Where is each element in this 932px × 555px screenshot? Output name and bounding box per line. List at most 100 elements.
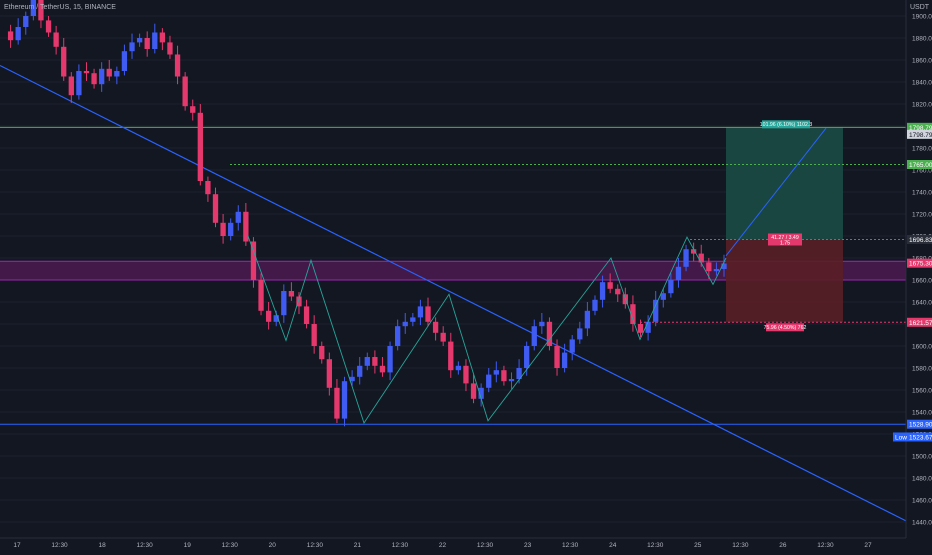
profit-zone bbox=[726, 127, 843, 240]
price-tick-label: 1580.00 bbox=[912, 366, 932, 373]
trendlines bbox=[0, 64, 907, 522]
candle-body bbox=[615, 288, 621, 295]
candle-body bbox=[273, 315, 279, 322]
wave-pattern bbox=[247, 235, 727, 425]
loss-zone bbox=[726, 239, 843, 323]
candle-body bbox=[212, 194, 219, 223]
price-label: 1765.00 bbox=[909, 162, 932, 169]
time-tick-label: 17 bbox=[13, 542, 21, 549]
price-tick-label: 1560.00 bbox=[912, 388, 932, 395]
candle-body bbox=[319, 346, 325, 360]
price-tick-label: 1480.00 bbox=[912, 476, 932, 483]
candles bbox=[7, 0, 727, 427]
price-tick-label: 1780.00 bbox=[912, 146, 932, 153]
position-labels: 101.96 (6.10%) 1102.3 41.27 / 3.491.75 75.… bbox=[760, 120, 813, 332]
time-tick-label: 23 bbox=[524, 542, 532, 549]
candle-body bbox=[38, 0, 44, 21]
price-tick-label: 1720.00 bbox=[912, 212, 932, 219]
candle-body bbox=[630, 304, 636, 324]
candle-body bbox=[637, 324, 644, 333]
candle-body bbox=[372, 357, 378, 366]
price-label-bg bbox=[907, 234, 932, 244]
candle-body bbox=[486, 374, 492, 388]
candle-body bbox=[190, 106, 196, 113]
candle-body bbox=[561, 352, 568, 368]
candle-body bbox=[45, 20, 52, 33]
candle-body bbox=[23, 16, 29, 27]
time-tick-label: 12:30 bbox=[307, 542, 324, 549]
price-tick-label: 1840.00 bbox=[912, 80, 932, 87]
candle-body bbox=[425, 306, 431, 322]
price-label-bg bbox=[907, 432, 932, 442]
candle-body bbox=[68, 76, 74, 96]
price-tick-label: 1660.00 bbox=[912, 278, 932, 285]
horizontal-levels bbox=[0, 126, 906, 425]
candle-body bbox=[334, 387, 340, 419]
candle-body bbox=[357, 365, 363, 377]
time-axis[interactable]: 17 12:30 18 12:30 19 12:30 20 12:30 21 12:30 22 12:… bbox=[13, 542, 872, 549]
candle-body bbox=[220, 222, 226, 236]
time-tick-label: 20 bbox=[269, 542, 277, 549]
low-label: Low bbox=[895, 434, 907, 441]
price-tick-label: 1500.00 bbox=[912, 454, 932, 461]
time-tick-label: 18 bbox=[98, 542, 106, 549]
candle-body bbox=[478, 387, 484, 399]
candle-body bbox=[296, 296, 302, 307]
candle-body bbox=[675, 266, 682, 280]
candle-body bbox=[599, 282, 606, 300]
candle-body bbox=[53, 32, 59, 47]
price-tick-label: 1860.00 bbox=[912, 58, 932, 65]
target-label-bg bbox=[762, 120, 810, 129]
time-tick-label: 19 bbox=[184, 542, 192, 549]
candle-body bbox=[265, 310, 272, 322]
time-tick-label: 12:30 bbox=[137, 542, 154, 549]
candle-body bbox=[546, 321, 553, 346]
time-tick-label: 24 bbox=[609, 542, 617, 549]
price-label-bg bbox=[907, 122, 932, 132]
candle-body bbox=[258, 280, 264, 311]
candle-body bbox=[303, 306, 310, 324]
candle-body bbox=[243, 211, 249, 242]
candle-body bbox=[493, 370, 499, 375]
price-label: 1621.57 bbox=[909, 320, 932, 327]
price-label: 1696.83 bbox=[909, 237, 932, 244]
candle-body bbox=[470, 383, 477, 399]
time-tick-label: 12:30 bbox=[732, 542, 749, 549]
time-tick-label: 12:30 bbox=[562, 542, 579, 549]
candle-body bbox=[660, 293, 666, 300]
price-label: 1675.30 bbox=[909, 261, 932, 268]
price-label: 1528.90 bbox=[909, 422, 932, 429]
candle-body bbox=[205, 181, 211, 195]
candle-body bbox=[250, 241, 257, 280]
candle-body bbox=[144, 38, 150, 49]
time-tick-label: 21 bbox=[354, 542, 362, 549]
candle-body bbox=[713, 269, 720, 272]
candle-body bbox=[7, 31, 14, 41]
price-label-bg bbox=[907, 129, 932, 139]
time-tick-label: 26 bbox=[779, 542, 787, 549]
candle-body bbox=[83, 71, 90, 74]
entry-label: 41.27 / 3.49 bbox=[771, 235, 799, 241]
candle-body bbox=[607, 282, 613, 289]
candle-body bbox=[91, 73, 97, 85]
descending-trendline bbox=[0, 64, 907, 522]
candle-body bbox=[379, 365, 386, 373]
candle-body bbox=[228, 222, 234, 236]
candle-body bbox=[584, 310, 591, 329]
candle-body bbox=[129, 42, 135, 52]
price-label-bg bbox=[907, 419, 932, 429]
low-label-bg bbox=[893, 432, 907, 442]
candle-body bbox=[15, 27, 21, 41]
candle-body bbox=[387, 346, 393, 373]
candle-body bbox=[61, 46, 67, 77]
candle-body bbox=[592, 299, 598, 311]
target-label: 101.96 (6.10%) 1102.3 bbox=[760, 122, 813, 128]
candle-body bbox=[554, 346, 560, 368]
candle-body bbox=[690, 249, 697, 254]
candle-body bbox=[136, 38, 143, 43]
price-tick-label: 1760.00 bbox=[912, 168, 932, 175]
time-tick-label: 25 bbox=[694, 542, 702, 549]
candle-body bbox=[698, 253, 704, 263]
